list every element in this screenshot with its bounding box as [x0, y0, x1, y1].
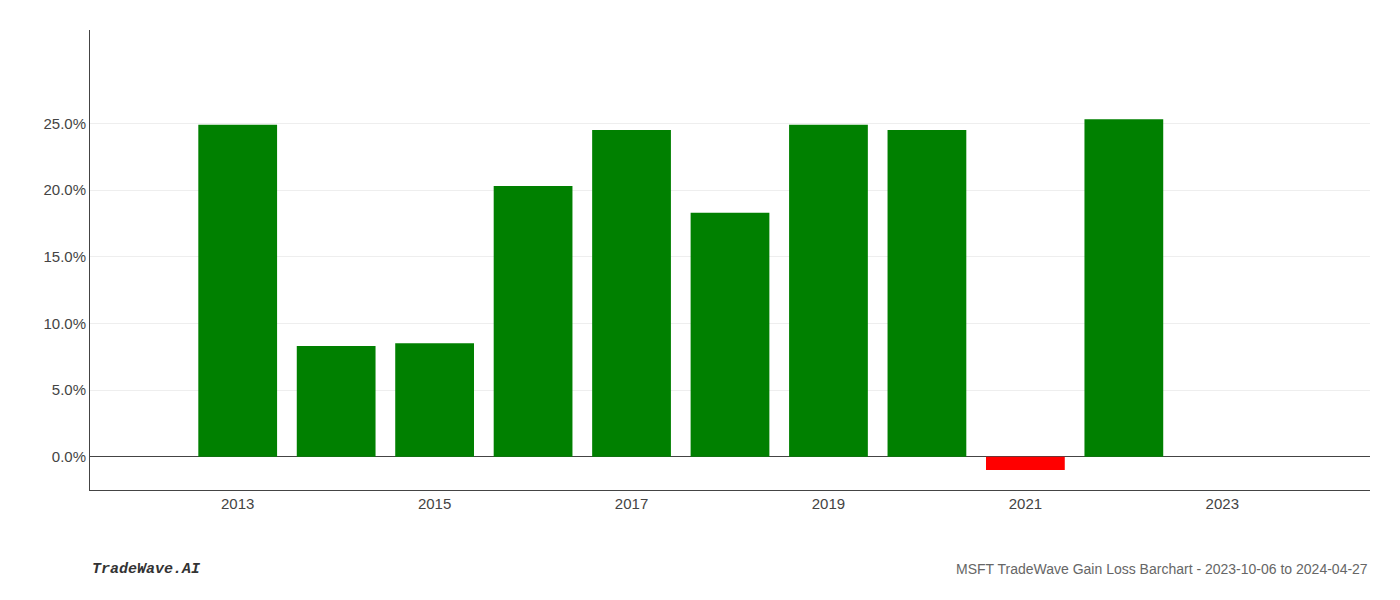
- svg-text:15.0%: 15.0%: [43, 248, 86, 265]
- svg-text:2021: 2021: [1009, 495, 1042, 512]
- svg-text:2023: 2023: [1206, 495, 1239, 512]
- svg-text:5.0%: 5.0%: [52, 381, 86, 398]
- svg-text:2017: 2017: [615, 495, 648, 512]
- svg-text:2015: 2015: [418, 495, 451, 512]
- svg-text:2013: 2013: [221, 495, 254, 512]
- svg-text:20.0%: 20.0%: [43, 181, 86, 198]
- svg-text:MSFT TradeWave Gain Loss Barch: MSFT TradeWave Gain Loss Barchart - 2023…: [956, 561, 1368, 577]
- svg-text:25.0%: 25.0%: [43, 115, 86, 132]
- svg-text:TradeWave.AI: TradeWave.AI: [92, 561, 201, 578]
- svg-text:2019: 2019: [812, 495, 845, 512]
- svg-text:0.0%: 0.0%: [52, 448, 86, 465]
- svg-text:10.0%: 10.0%: [43, 315, 86, 332]
